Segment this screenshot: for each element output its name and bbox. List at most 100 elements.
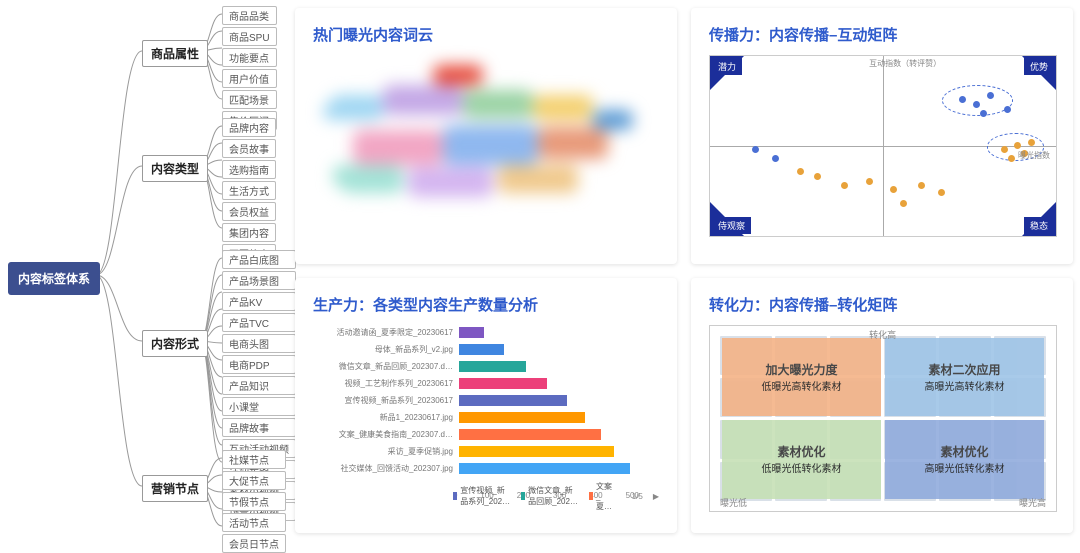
hbar-segment <box>459 412 585 423</box>
mindmap-root: 内容标签体系 <box>8 262 100 295</box>
scatter-point <box>959 96 966 103</box>
hbar-row: 文案_健康美食指南_202307.d… <box>313 427 639 442</box>
hbar-row: 微信文章_新品回顾_202307.d… <box>313 359 639 374</box>
mindmap-leaf: 生活方式 <box>222 181 276 200</box>
corner-label-tl: 潜力 <box>712 58 742 75</box>
card-quadrant: 转化力：内容传播–转化矩阵 加大曝光力度低曝光高转化素材素材二次应用高曝光高转化… <box>691 278 1073 534</box>
hbar-track <box>459 344 639 355</box>
mindmap-leaf: 产品场景图 <box>222 271 296 290</box>
mindmap-leaf: 会员日节点 <box>222 534 286 553</box>
mindmap-category: 营销节点 <box>142 475 208 502</box>
quadrant-cells: 加大曝光力度低曝光高转化素材素材二次应用高曝光高转化素材素材优化低曝光低转化素材… <box>722 338 1044 499</box>
corner-label-br: 稳态 <box>1024 217 1054 234</box>
mindmap-leaf: 电商头图 <box>222 334 296 353</box>
corner-label-tr: 优势 <box>1024 58 1054 75</box>
hbar-segment <box>459 327 484 338</box>
hbar-segment <box>459 361 526 372</box>
hbar-segment <box>459 395 567 406</box>
mindmap-leaf: 品牌故事 <box>222 418 296 437</box>
quadrant-cell-title: 加大曝光力度 <box>765 361 837 378</box>
scatter-point <box>890 186 897 193</box>
mindmap-leaf: 产品TVC <box>222 313 296 332</box>
hbar-label: 活动邀请函_夏季限定_20230617 <box>313 327 459 338</box>
scatter-point <box>797 168 804 175</box>
mindmap-leaves: 商品品类商品SPU功能要点用户价值匹配场景售价区间 <box>222 6 277 130</box>
wordcloud-blob <box>323 95 383 120</box>
mindmap: 内容标签体系 商品属性商品品类商品SPU功能要点用户价值匹配场景售价区间内容类型… <box>0 0 285 541</box>
scatter-point <box>772 155 779 162</box>
wordcloud-blob <box>333 165 403 193</box>
cards-grid: 热门曝光内容词云 传播力：内容传播–互动矩阵 潜力优势侍观察稳态曝光指数互动指数… <box>295 8 1073 533</box>
mindmap-leaf: 活动节点 <box>222 513 286 532</box>
mindmap-leaf: 商品品类 <box>222 6 277 25</box>
wordcloud-blob <box>383 85 463 115</box>
hbar-chart: 活动邀请函_夏季限定_20230617 母体_新品系列_v2.jpg 微信文章_新品… <box>313 325 659 510</box>
mindmap-leaf: 匹配场景 <box>222 90 277 109</box>
mindmap-leaf: 产品知识 <box>222 376 296 395</box>
hbar-track <box>459 395 639 406</box>
mindmap-leaf: 集团内容 <box>222 223 276 242</box>
scatter-point <box>980 110 987 117</box>
mindmap-leaves: 社媒节点大促节点节假节点活动节点会员日节点 <box>222 450 286 553</box>
hbar-track <box>459 429 639 440</box>
mindmap-leaf: 产品KV <box>222 292 296 311</box>
quadrant: 加大曝光力度低曝光高转化素材素材二次应用高曝光高转化素材素材优化低曝光低转化素材… <box>709 325 1057 512</box>
mindmap-leaf: 品牌内容 <box>222 118 276 137</box>
hbar-segment <box>459 429 601 440</box>
scatter-point <box>938 189 945 196</box>
card-title: 热门曝光内容词云 <box>313 24 659 45</box>
card-scatter: 传播力：内容传播–互动矩阵 潜力优势侍观察稳态曝光指数互动指数（转评赞） <box>691 8 1073 264</box>
scatter-point <box>1004 106 1011 113</box>
wordcloud-blob <box>538 127 608 159</box>
mindmap-leaf: 小课堂 <box>222 397 296 416</box>
hbar-track <box>459 361 639 372</box>
hbar-row: 宣传视频_新品系列_20230617 <box>313 393 639 408</box>
hbar-label: 宣传视频_新品系列_20230617 <box>313 395 459 406</box>
legend-item: 宣传视频_新品系列_202… <box>453 485 511 507</box>
scatter-point <box>866 178 873 185</box>
scatter-point <box>752 146 759 153</box>
quadrant-cell: 素材二次应用高曝光高转化素材 <box>885 338 1044 417</box>
mindmap-leaf: 大促节点 <box>222 471 286 490</box>
mindmap-leaf: 节假节点 <box>222 492 286 511</box>
wordcloud-blob <box>533 95 593 120</box>
axis-label-x-right: 曝光高 <box>1019 496 1046 509</box>
hbar-track <box>459 378 639 389</box>
hbar-legend: 宣传视频_新品系列_202… 微信文章_新品回顾_202… 文案_夏… 1/5 ▶ <box>453 481 659 512</box>
wordcloud-blob <box>498 165 578 193</box>
scatter-point <box>900 200 907 207</box>
mindmap-leaf: 用户价值 <box>222 69 277 88</box>
corner-label-bl: 侍观察 <box>712 217 751 234</box>
scatter-point <box>987 92 994 99</box>
hbar-label: 视频_工艺制作系列_20230617 <box>313 378 459 389</box>
scatter-point <box>1001 146 1008 153</box>
hbar-track <box>459 446 639 457</box>
hbar-track <box>459 463 639 474</box>
quadrant-cell: 素材优化高曝光低转化素材 <box>885 420 1044 499</box>
quadrant-cell-sub: 高曝光低转化素材 <box>925 460 1005 475</box>
mindmap-leaf: 会员故事 <box>222 139 276 158</box>
pager-next-icon[interactable]: ▶ <box>653 492 659 501</box>
mindmap-leaf: 选购指南 <box>222 160 276 179</box>
mindmap-leaf: 社媒节点 <box>222 450 286 469</box>
wordcloud-canvas <box>313 55 659 225</box>
hbar-track <box>459 327 639 338</box>
legend-item: 文案_夏… <box>589 481 616 512</box>
hbar-row: 社交媒体_回馈活动_202307.jpg <box>313 461 639 476</box>
card-title: 生产力：各类型内容生产数量分析 <box>313 294 659 315</box>
mindmap-category: 商品属性 <box>142 40 208 67</box>
quadrant-cell-sub: 高曝光高转化素材 <box>925 378 1005 393</box>
hbar-segment <box>459 446 614 457</box>
hbar-pager[interactable]: 1/5 <box>632 492 643 501</box>
axis-label-top: 转化高 <box>869 328 896 341</box>
hbar-row: 采访_夏季促销.jpg <box>313 444 639 459</box>
mindmap-leaf: 会员权益 <box>222 202 276 221</box>
wordcloud-blob <box>443 125 538 165</box>
mindmap-leaf: 产品白底图 <box>222 250 296 269</box>
legend-item: 微信文章_新品回顾_202… <box>521 485 579 507</box>
hbar-label: 文案_健康美食指南_202307.d… <box>313 429 459 440</box>
hbar-label: 母体_新品系列_v2.jpg <box>313 344 459 355</box>
wordcloud-blob <box>353 130 443 165</box>
hbar-label: 社交媒体_回馈活动_202307.jpg <box>313 463 459 474</box>
quadrant-cell-sub: 低曝光低转化素材 <box>762 460 842 475</box>
